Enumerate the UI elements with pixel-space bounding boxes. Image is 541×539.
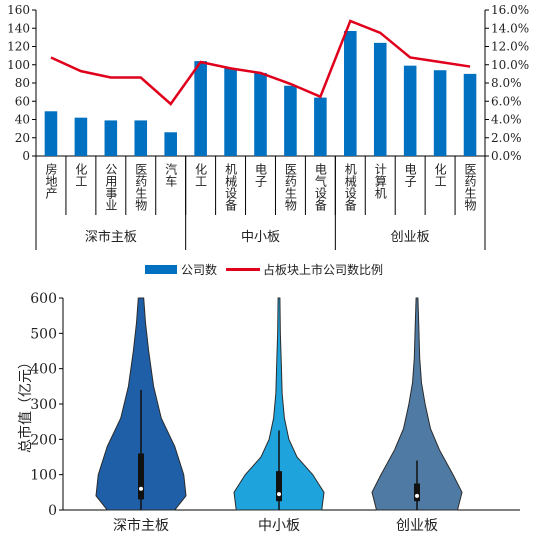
bar <box>373 42 387 156</box>
violin-chart: 0 100 200 300 400 500 600 总市值（亿元） 深市主板 中小板 创业板 <box>17 291 520 534</box>
violin-category-label: 创业板 <box>396 518 438 534</box>
bar <box>134 120 148 156</box>
bar <box>224 68 237 156</box>
violin-median <box>415 493 419 498</box>
category-label: 医药生物 <box>134 163 148 211</box>
category-label: 电气设备 <box>313 163 327 212</box>
category-label: 机械设备 <box>343 163 357 212</box>
category-label: 汽车 <box>164 162 178 188</box>
violin-median <box>277 492 281 497</box>
category-label: 化工 <box>74 163 88 187</box>
y-tick-label-right: 6.0% <box>491 94 522 108</box>
y-tick-label-left: 40 <box>15 113 30 127</box>
y-tick-label-right: 16.0% <box>491 3 529 17</box>
violin-iqr-box <box>276 471 282 502</box>
violin-median <box>139 486 143 491</box>
y-tick-label: 0 <box>48 503 57 519</box>
legend-swatch-bar <box>145 265 177 274</box>
category-label: 机械设备 <box>224 163 238 212</box>
bar <box>284 85 297 156</box>
y-tick-label-right: 12.0% <box>491 40 529 54</box>
bar <box>104 120 118 156</box>
y-tick-label-left: 60 <box>15 94 30 108</box>
violin-iqr-box <box>138 453 144 500</box>
category-label: 医药生物 <box>283 163 297 211</box>
group-label: 创业板 <box>391 230 430 245</box>
group-label: 中小板 <box>241 230 280 245</box>
legend-label-line: 占板块上市公司数比例 <box>263 262 383 277</box>
bar <box>314 97 327 156</box>
y-tick-label-right: 14.0% <box>491 21 529 35</box>
bar <box>433 70 447 156</box>
y-tick-label-left: 20 <box>15 131 30 145</box>
category-label: 电子 <box>403 163 417 187</box>
category-label: 化工 <box>194 163 208 187</box>
bar <box>164 132 177 156</box>
category-label: 公用事业 <box>104 163 118 211</box>
category-label: 医药生物 <box>463 163 477 211</box>
y-tick-label: 500 <box>30 326 57 342</box>
y-tick-label: 300 <box>30 397 57 413</box>
category-label: 房地产 <box>44 162 58 200</box>
legend: 公司数 占板块上市公司数比例 <box>145 262 383 277</box>
y-tick-label: 100 <box>30 468 57 484</box>
category-label: 计算机 <box>373 163 387 199</box>
bar <box>344 30 357 156</box>
y-tick-label-right: 8.0% <box>491 76 522 90</box>
y-tick-label-right: 2.0% <box>491 131 522 145</box>
y-tick-label-right: 10.0% <box>491 58 529 72</box>
bar <box>463 73 477 156</box>
violin-iqr-box <box>414 483 420 502</box>
legend-label-bar: 公司数 <box>181 262 217 277</box>
category-label: 电子 <box>254 163 268 187</box>
violin-category-label: 深市主板 <box>113 517 169 534</box>
y-tick-label: 400 <box>30 362 57 378</box>
y-tick-label-right: 4.0% <box>491 113 522 127</box>
bar <box>403 65 417 156</box>
ratio-line <box>50 19 471 106</box>
group-label: 深市主板 <box>85 229 137 245</box>
y-tick-label-left: 100 <box>7 58 30 72</box>
bar <box>254 72 267 156</box>
violin-body <box>371 297 463 511</box>
category-label: 化工 <box>433 163 447 187</box>
y-axis-title: 总市值（亿元） <box>17 355 34 453</box>
bar <box>44 111 58 156</box>
y-tick-label-right: 0.0% <box>491 149 522 163</box>
bar <box>74 117 88 156</box>
y-tick-label: 200 <box>30 432 57 448</box>
y-tick-label-left: 80 <box>15 76 30 90</box>
y-tick-label-left: 120 <box>7 40 30 54</box>
y-tick-label-left: 160 <box>7 3 30 17</box>
violin-body <box>233 297 325 511</box>
y-tick-label: 600 <box>30 291 57 307</box>
violin-category-label: 中小板 <box>258 518 300 534</box>
top-bar-line-chart: 0 20 40 60 80 100 120 140 160 0.0% 2.0% 4.0% 6.0% 8.0… <box>7 3 529 250</box>
y-tick-label-left: 0 <box>22 149 30 163</box>
bar <box>194 61 207 156</box>
y-tick-label-left: 140 <box>7 21 30 35</box>
